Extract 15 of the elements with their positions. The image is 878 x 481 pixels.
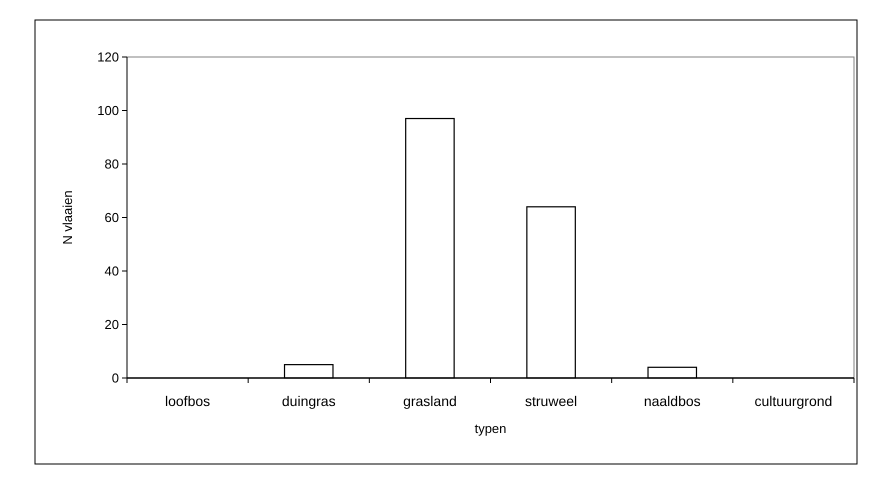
- y-tick-label: 100: [97, 103, 119, 118]
- y-tick-label: 0: [112, 370, 119, 386]
- y-tick-label: 60: [104, 210, 119, 226]
- y-tick-label: 40: [104, 264, 119, 279]
- y-tick-label: 80: [104, 156, 119, 172]
- x-tick-label: cultuurgrond: [754, 393, 832, 409]
- x-tick-label: loofbos: [165, 393, 210, 409]
- y-tick-label: 120: [97, 50, 119, 65]
- x-tick-label: grasland: [403, 393, 457, 409]
- y-axis-title: N vlaaien: [60, 190, 75, 245]
- x-axis-title: typen: [474, 421, 506, 436]
- y-tick-label: 20: [104, 317, 119, 332]
- x-tick-label: duingras: [282, 393, 336, 409]
- x-tick-label: naaldbos: [644, 393, 701, 409]
- x-tick-label: struweel: [525, 393, 578, 409]
